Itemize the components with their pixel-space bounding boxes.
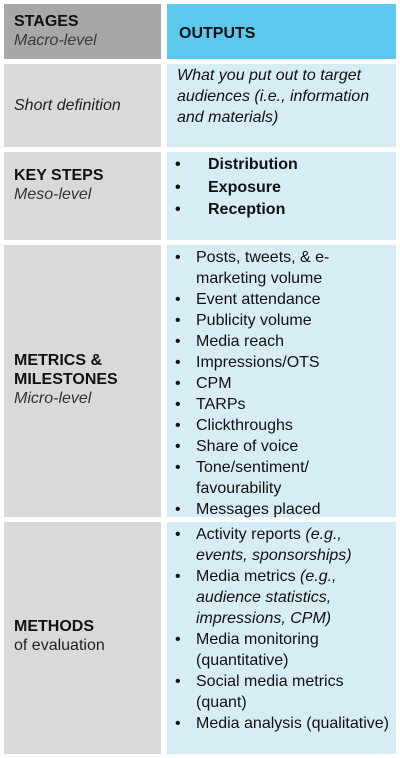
list-item: • Event attendance: [175, 291, 321, 308]
method-label: Activity reports: [196, 526, 301, 543]
metrics-subtitle: Micro-level: [14, 390, 92, 407]
metrics-cell: • Posts, tweets, & e-marketing volume • Ev…: [167, 245, 396, 520]
methods-subtitle: of evaluation: [14, 637, 105, 654]
metric-label: Posts, tweets, & e-marketing volume: [196, 249, 330, 287]
key-step-label: Distribution: [208, 156, 298, 173]
list-item: • Share of voice: [175, 438, 299, 455]
list-item: • Reception: [175, 201, 286, 218]
stages-title: STAGES: [14, 13, 79, 30]
key-steps-cell: • Distribution • Exposure • Reception: [167, 152, 396, 240]
list-item: • Distribution: [175, 156, 298, 173]
list-item: • Activity reports (e.g., events, sponsor…: [175, 526, 352, 564]
method-label: Media analysis (qualitative): [196, 715, 389, 732]
list-item: • Messages placed: [175, 501, 321, 518]
metrics-label-cell: METRICS & MILESTONES Micro-level: [4, 245, 161, 517]
list-item: • Media monitoring (quantitative): [175, 631, 319, 669]
list-item: • Media metrics (e.g., audience statistic…: [175, 568, 337, 627]
list-item: • Media analysis (qualitative): [175, 715, 389, 732]
key-steps-label-cell: KEY STEPS Meso-level: [4, 152, 161, 240]
method-detail: (e.g., audience statistics, impressions,…: [196, 568, 337, 627]
list-item: • Tone/sentiment/ favourability: [175, 459, 309, 497]
key-steps-subtitle: Meso-level: [14, 186, 92, 203]
metric-label: Media reach: [196, 333, 285, 350]
list-item: • Social media metrics (quant): [175, 673, 344, 711]
metric-label: Publicity volume: [196, 312, 312, 329]
methods-list: • Activity reports (e.g., events, sponsor…: [167, 524, 392, 734]
list-item: • TARPs: [175, 396, 246, 413]
method-label: Social media metrics (quant): [196, 673, 344, 711]
method-label: Media monitoring (quantitative): [196, 631, 319, 669]
metrics-list: • Posts, tweets, & e-marketing volume • Ev…: [167, 247, 392, 520]
list-item: • Publicity volume: [175, 312, 312, 329]
method-label: Media metrics: [196, 568, 296, 585]
metric-label: Messages placed: [196, 501, 321, 518]
key-step-label: Exposure: [208, 178, 281, 196]
metrics-title-line1: METRICS &: [14, 352, 102, 369]
metric-label: TARPs: [196, 396, 246, 413]
key-step-label: Reception: [208, 201, 286, 218]
key-steps-list: • Distribution • Exposure • Reception: [167, 154, 396, 222]
list-item: • Posts, tweets, & e-marketing volume: [175, 249, 330, 287]
definition-text: What you put out to target audiences (i.…: [177, 67, 370, 126]
definition-label-cell: Short definition: [4, 64, 161, 147]
metric-label: Event attendance: [196, 291, 321, 308]
stages-header-cell: STAGES Macro-level: [4, 4, 161, 59]
metric-label: Clickthroughs: [196, 417, 293, 434]
definition-label: Short definition: [14, 97, 121, 114]
method-detail: (e.g., events, sponsorships): [196, 526, 352, 564]
metric-label: Share of voice: [196, 438, 299, 455]
definition-text-cell: What you put out to target audiences (i.…: [167, 64, 396, 147]
metric-label: Impressions/OTS: [196, 354, 320, 371]
metrics-title-line2: MILESTONES: [14, 371, 118, 388]
list-item: • Clickthroughs: [175, 417, 293, 434]
metric-label: Tone/sentiment/ favourability: [196, 459, 309, 497]
list-item: • Exposure: [175, 178, 281, 196]
list-item: • Impressions/OTS: [175, 354, 320, 371]
metric-label: CPM: [196, 375, 232, 392]
key-steps-title: KEY STEPS: [14, 167, 104, 184]
methods-cell: • Activity reports (e.g., events, sponsor…: [167, 522, 396, 754]
outputs-title: OUTPUTS: [179, 25, 256, 42]
list-item: • Media reach: [175, 333, 285, 350]
outputs-header-cell: OUTPUTS: [167, 4, 396, 59]
list-item: • CPM: [175, 375, 232, 392]
methods-title: METHODS: [14, 618, 94, 635]
methods-label-cell: METHODS of evaluation: [4, 522, 161, 754]
stages-subtitle: Macro-level: [14, 32, 97, 49]
